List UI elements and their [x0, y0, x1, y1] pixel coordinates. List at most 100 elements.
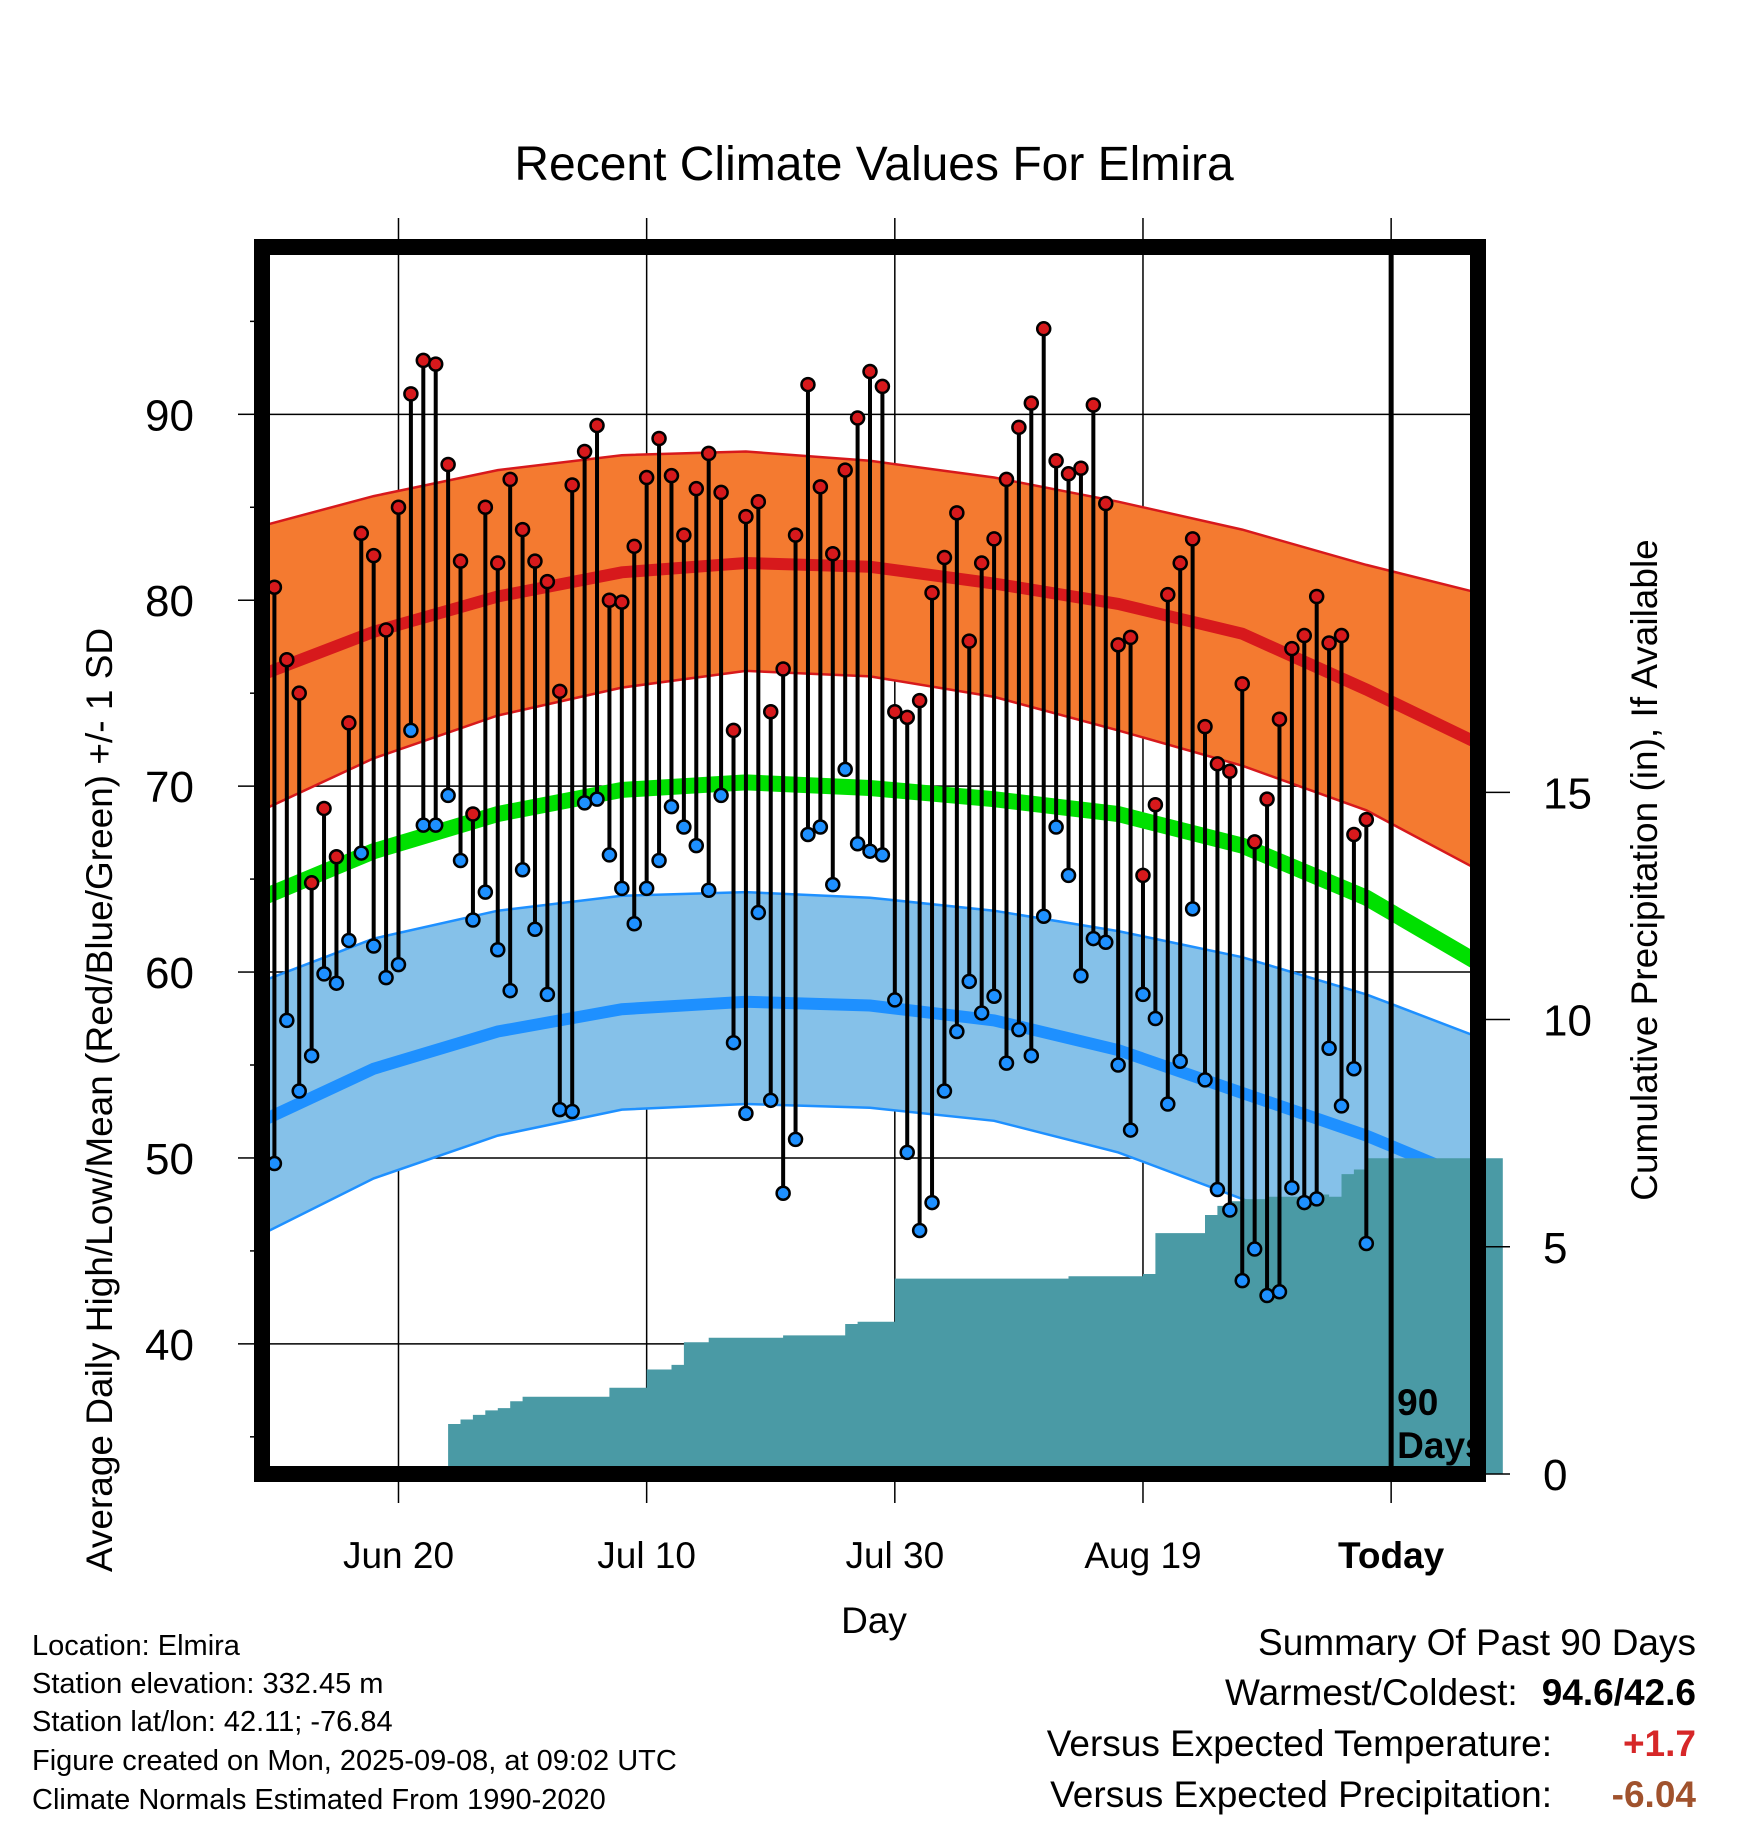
daily-low-point — [341, 932, 357, 949]
daily-high-point — [812, 479, 829, 495]
daily-high-point — [825, 546, 841, 562]
daily-low-point — [887, 992, 903, 1008]
daily-high-point — [998, 471, 1015, 488]
daily-low-point — [477, 884, 494, 900]
daily-low-point — [837, 761, 853, 778]
summary-heading: Summary Of Past 90 Days — [1258, 1622, 1696, 1663]
daily-high-point — [676, 527, 692, 543]
daily-low-point — [1184, 901, 1201, 917]
daily-high-point — [961, 633, 978, 649]
daily-high-point — [1234, 676, 1250, 692]
summary-temp-label: Versus Expected Temperature: — [1046, 1723, 1552, 1764]
daily-high-point — [1296, 627, 1313, 644]
daily-low-point — [514, 862, 531, 878]
daily-low-point — [725, 1034, 742, 1051]
daily-low-point — [924, 1194, 940, 1211]
daily-high-point — [725, 722, 742, 739]
daily-high-point — [738, 508, 754, 525]
summary-precip-value: -6.04 — [1611, 1774, 1696, 1815]
daily-high-point — [986, 531, 1002, 547]
daily-high-point — [911, 692, 928, 709]
daily-high-point — [589, 417, 605, 434]
daily-low-point — [316, 966, 332, 982]
axes: 40 50 60 70 80 90 0 5 10 15 Jun 20 Jul 10 Jul 30 Aug … — [145, 218, 1592, 1576]
daily-high-point — [787, 527, 804, 543]
daily-low-point — [1122, 1122, 1139, 1138]
daily-high-point — [527, 553, 543, 569]
daily-low-point — [502, 982, 518, 999]
y2-tick-label: 5 — [1543, 1224, 1567, 1273]
daily-low-point — [688, 837, 705, 854]
x-tick-label: Today — [1338, 1535, 1445, 1576]
daily-high-point — [949, 505, 965, 521]
daily-high-point — [1160, 586, 1176, 603]
daily-high-point — [490, 555, 506, 571]
daily-low-point — [973, 1005, 990, 1021]
x-tick-label: Jul 30 — [845, 1535, 944, 1576]
daily-high-point — [1023, 395, 1040, 411]
daily-low-point — [676, 819, 692, 835]
daily-low-point — [775, 1185, 791, 1202]
daily-low-point — [279, 1012, 295, 1029]
daily-low-point — [1073, 968, 1089, 984]
daily-high-point — [1259, 791, 1275, 807]
daily-low-point — [762, 1092, 779, 1109]
daily-low-point — [911, 1222, 928, 1239]
daily-low-point — [1172, 1053, 1188, 1070]
y-axis-label: Average Daily High/Low/Mean (Red/Blue/Gr… — [79, 628, 120, 1572]
daily-low-point — [490, 941, 506, 958]
daily-high-point — [1197, 718, 1213, 735]
summary-precip-label: Versus Expected Precipitation: — [1050, 1774, 1552, 1815]
y-tick-label: 60 — [145, 949, 194, 998]
daily-low-point — [1098, 934, 1114, 951]
daily-high-point — [427, 356, 444, 372]
summary-temp: Versus Expected Temperature: +1.7 — [1047, 1723, 1696, 1765]
daily-low-point — [353, 845, 370, 861]
daily-low-point — [1308, 1191, 1325, 1207]
daily-high-point — [713, 484, 729, 501]
daily-high-point — [539, 573, 556, 590]
daily-high-point — [936, 549, 953, 566]
daily-low-point — [800, 826, 816, 843]
daily-low-point — [552, 1101, 568, 1118]
daily-high-point — [341, 715, 357, 731]
daily-low-point — [1023, 1047, 1040, 1064]
daily-low-point — [700, 882, 717, 898]
daily-high-point — [750, 493, 767, 510]
daily-high-point — [465, 806, 481, 822]
daily-low-point — [403, 722, 419, 739]
daily-low-point — [638, 880, 655, 897]
y-tick-label: 70 — [145, 763, 194, 812]
daily-low-point — [1085, 930, 1102, 947]
daily-high-point — [1098, 495, 1114, 512]
summary-warm-cold-value: 94.6/42.6 — [1541, 1672, 1696, 1713]
x-tick-label: Jun 20 — [343, 1535, 454, 1576]
daily-low-point — [1246, 1241, 1263, 1257]
daily-high-point — [1060, 466, 1077, 482]
x-tick-label: Jul 10 — [597, 1535, 696, 1576]
daily-low-point — [1321, 1040, 1337, 1057]
daily-low-point — [465, 912, 481, 928]
daily-low-point — [390, 956, 407, 973]
footer-normals: Climate Normals Estimated From 1990-2020 — [32, 1784, 606, 1816]
daily-high-point — [1321, 635, 1337, 651]
y-tick-label: 90 — [145, 391, 194, 440]
daily-low-point — [1234, 1272, 1250, 1289]
daily-high-point — [837, 462, 853, 478]
daily-high-point — [924, 585, 940, 601]
daily-low-point — [1011, 1021, 1027, 1038]
daily-high-point — [651, 430, 667, 447]
daily-high-point — [1147, 796, 1164, 813]
daily-high-point — [291, 685, 307, 701]
daily-low-point — [713, 787, 729, 804]
daily-high-point — [1073, 460, 1089, 476]
daily-low-point — [539, 986, 556, 1003]
daily-high-point — [614, 594, 630, 610]
daily-low-point — [1035, 908, 1052, 925]
daily-low-point — [427, 817, 444, 833]
daily-high-point — [279, 651, 295, 668]
daily-low-point — [452, 852, 469, 869]
daily-low-point — [1358, 1235, 1375, 1252]
daily-high-point — [477, 499, 494, 516]
